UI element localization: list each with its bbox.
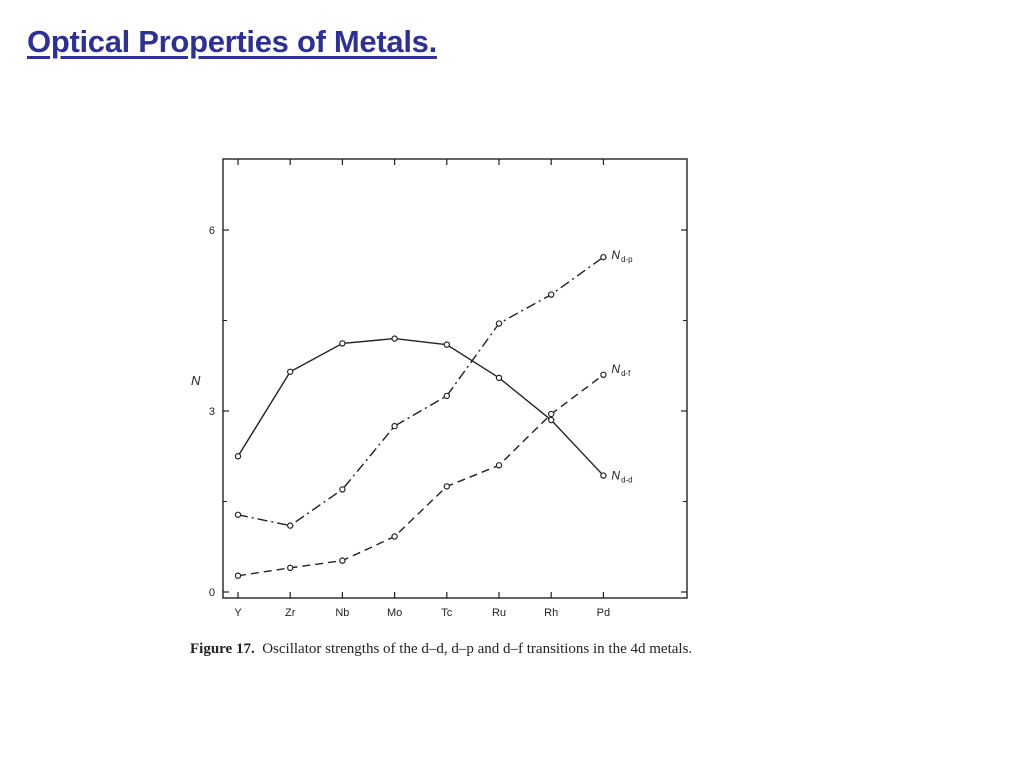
data-point-d-d xyxy=(391,335,398,342)
data-point-d-p xyxy=(339,486,346,493)
data-point-d-d xyxy=(234,453,242,460)
series-label-sub: d-d xyxy=(621,476,633,485)
series-line-d-f xyxy=(237,374,604,577)
data-point-d-d xyxy=(548,416,555,424)
data-point-d-d xyxy=(339,340,346,347)
series-label-sub: d-f xyxy=(621,369,631,378)
series-label-main: N xyxy=(611,469,620,483)
data-point-d-f xyxy=(443,483,450,490)
data-point-d-f xyxy=(548,410,555,418)
x-tick-label: Tc xyxy=(441,607,453,619)
data-point-d-p xyxy=(548,291,555,298)
data-point-d-f xyxy=(495,462,503,469)
data-point-d-f xyxy=(234,572,242,579)
x-tick-label: Y xyxy=(234,607,242,619)
y-tick-label: 3 xyxy=(209,406,215,418)
data-point-d-d xyxy=(600,472,607,479)
x-tick-label: Rh xyxy=(544,607,558,619)
y-tick-label: 6 xyxy=(209,225,215,237)
data-point-d-p xyxy=(391,422,398,430)
x-tick-label: Mo xyxy=(387,607,402,619)
series-label-d-p: Nd-p xyxy=(611,248,633,264)
series-label-d-d: Nd-d xyxy=(611,469,632,485)
data-point-d-f xyxy=(600,371,607,378)
x-tick-label: Nb xyxy=(335,607,349,619)
figure-caption-text: Oscillator strengths of the d–d, d–p and… xyxy=(262,641,693,657)
x-tick-label: Ru xyxy=(492,607,506,619)
y-axis-ticks: 0 3 6 xyxy=(209,225,687,599)
series-layer xyxy=(234,253,607,579)
data-point-d-f xyxy=(339,557,346,564)
figure-label: Figure 17. xyxy=(190,641,255,657)
data-point-d-d xyxy=(443,341,450,348)
plot-frame xyxy=(222,158,688,599)
data-point-d-p xyxy=(495,320,503,327)
series-label-main: N xyxy=(611,248,620,262)
y-tick-label: 0 xyxy=(209,587,215,599)
x-axis-ticks: Y Zr Nb Mo Tc Ru Rh Pd xyxy=(234,159,610,619)
data-point-d-p xyxy=(287,522,294,529)
series-labels: Nd-dNd-pNd-f xyxy=(611,248,633,484)
data-point-d-d xyxy=(495,374,503,382)
series-label-d-f: Nd-f xyxy=(611,362,631,378)
data-point-d-p xyxy=(600,253,607,261)
x-tick-label: Zr xyxy=(285,607,296,619)
data-point-d-f xyxy=(391,533,398,540)
series-label-main: N xyxy=(611,362,620,376)
data-point-d-f xyxy=(287,564,294,572)
y-axis-label: N xyxy=(191,373,201,388)
data-point-d-p xyxy=(234,511,242,518)
series-label-sub: d-p xyxy=(621,255,633,264)
data-point-d-p xyxy=(443,392,450,400)
slide-title: Optical Properties of Metals. xyxy=(27,24,437,59)
x-tick-label: Pd xyxy=(597,607,610,619)
figure-caption: Figure 17. Oscillator strengths of the d… xyxy=(190,641,692,658)
series-line-d-p xyxy=(237,256,604,527)
series-line-d-d xyxy=(237,337,604,477)
data-point-d-d xyxy=(287,368,294,375)
